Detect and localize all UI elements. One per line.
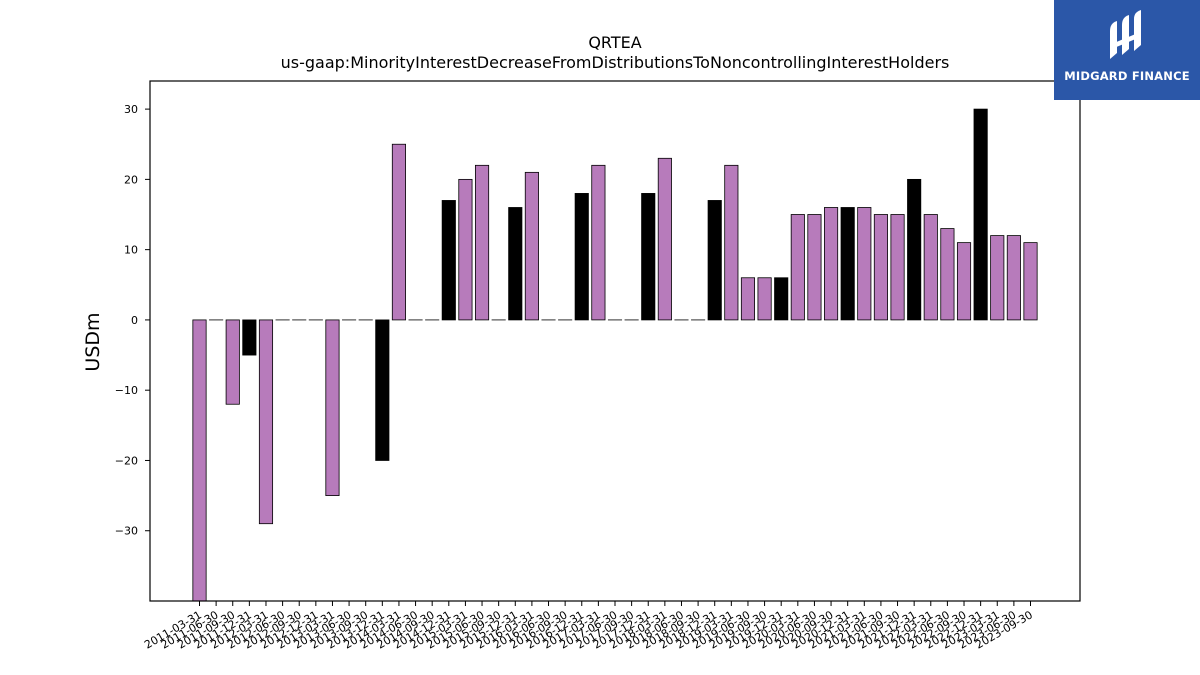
bar-2013-03-31 bbox=[325, 319, 340, 497]
bar-2011-09-30 bbox=[225, 319, 240, 405]
bar-2018-03-31 bbox=[657, 157, 672, 321]
bar-2011-03-31 bbox=[192, 319, 207, 602]
bar-2021-03-31 bbox=[857, 207, 872, 321]
bar-2020-12-31 bbox=[840, 207, 855, 321]
bar-2015-06-30 bbox=[474, 164, 490, 321]
chart-subtitle: us-gaap:MinorityInterestDecreaseFromDist… bbox=[281, 53, 950, 72]
y-axis-ticks: −30 −20 −10 0 10 20 30 bbox=[115, 103, 150, 538]
bar-2011-12-31 bbox=[242, 319, 257, 356]
y-tick-label: −20 bbox=[115, 454, 138, 467]
logo-text: MIDGARD FINANCE bbox=[1064, 69, 1190, 83]
bar-2012-03-31 bbox=[258, 319, 274, 525]
bar-2021-06-30 bbox=[873, 214, 888, 321]
bar-2019-12-31 bbox=[774, 277, 789, 321]
plot-frame bbox=[149, 80, 1081, 602]
chart-title: QRTEA bbox=[588, 33, 641, 52]
bar-2016-03-31 bbox=[524, 171, 539, 321]
bar-2020-03-31 bbox=[790, 214, 805, 321]
bar-2020-09-30 bbox=[824, 207, 839, 321]
bar-2017-12-31 bbox=[641, 193, 656, 321]
bar-2013-12-31 bbox=[375, 319, 390, 461]
y-tick-label: 0 bbox=[131, 314, 138, 327]
bar-2019-03-31 bbox=[724, 164, 739, 321]
bars-group bbox=[192, 108, 1038, 602]
bar-2016-12-31 bbox=[574, 193, 589, 321]
bar-2021-09-30 bbox=[890, 214, 905, 321]
bar-2017-03-31 bbox=[591, 164, 606, 321]
bar-2023-03-31 bbox=[990, 235, 1005, 321]
bar-2022-03-31 bbox=[923, 214, 938, 321]
bar-2022-12-31 bbox=[973, 108, 988, 321]
bar-2015-12-31 bbox=[508, 207, 523, 321]
bar-2023-06-30 bbox=[1006, 235, 1021, 321]
midgard-logo-icon bbox=[1110, 10, 1141, 59]
y-tick-label: 30 bbox=[124, 103, 138, 116]
bar-2014-03-31 bbox=[391, 143, 406, 321]
bar-2022-06-30 bbox=[940, 228, 955, 321]
bar-2022-09-30 bbox=[956, 242, 972, 321]
bar-2021-12-31 bbox=[907, 178, 922, 321]
bar-2023-09-30 bbox=[1023, 242, 1038, 321]
y-tick-label: 20 bbox=[124, 173, 138, 186]
bar-2015-03-31 bbox=[458, 178, 473, 321]
bar-2014-12-31 bbox=[441, 200, 456, 321]
y-tick-label: −30 bbox=[115, 525, 138, 538]
bar-2020-06-30 bbox=[807, 214, 822, 321]
bar-2019-06-30 bbox=[740, 277, 756, 321]
y-tick-label: −10 bbox=[115, 384, 138, 397]
y-tick-label: 10 bbox=[124, 244, 138, 257]
bar-2018-12-31 bbox=[707, 200, 722, 321]
bar-2019-09-30 bbox=[757, 277, 772, 321]
y-axis-label: USDm bbox=[82, 312, 104, 371]
x-axis-ticks: 2011-03-312011-06-302011-09-302011-12-31… bbox=[142, 601, 1035, 652]
brand-logo: MIDGARD FINANCE bbox=[1054, 0, 1200, 100]
